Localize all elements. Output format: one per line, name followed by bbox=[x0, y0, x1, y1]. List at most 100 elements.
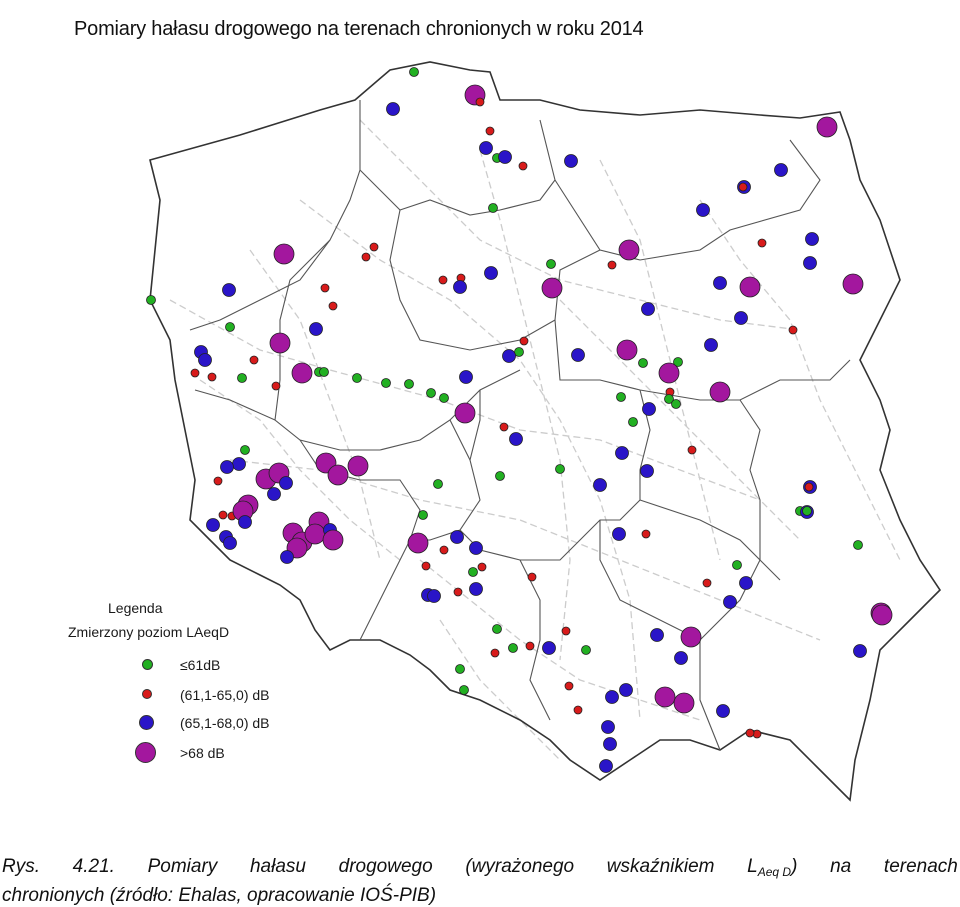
measurement-marker-61_65 bbox=[213, 476, 223, 486]
caption-line-1: Rys. 4.21. Pomiary hałasu drogowego (wyr… bbox=[2, 855, 958, 884]
measurement-marker-le61 bbox=[514, 347, 524, 357]
measurement-marker-gt68 bbox=[816, 116, 838, 138]
measurement-marker-65_68 bbox=[220, 460, 234, 474]
legend-item-61-65: (61,1-65,0) dB bbox=[68, 684, 308, 708]
country-border bbox=[149, 61, 942, 802]
measurement-marker-gt68 bbox=[273, 243, 295, 265]
measurement-marker-gt68 bbox=[454, 402, 476, 424]
measurement-marker-65_68 bbox=[267, 487, 281, 501]
measurement-marker-gt68 bbox=[658, 362, 680, 384]
legend-item-le61: ≤61dB bbox=[68, 654, 308, 678]
measurement-marker-65_68 bbox=[469, 582, 483, 596]
measurement-marker-61_65 bbox=[271, 381, 281, 391]
measurement-marker-gt68 bbox=[739, 276, 761, 298]
measurement-marker-le61 bbox=[508, 643, 518, 653]
red-dot-icon bbox=[142, 689, 152, 699]
measurement-marker-61_65 bbox=[207, 372, 217, 382]
caption-word: drogowego bbox=[338, 856, 433, 877]
measurement-marker-65_68 bbox=[571, 348, 585, 362]
measurement-marker-61_65 bbox=[527, 572, 537, 582]
measurement-marker-le61 bbox=[381, 378, 391, 388]
measurement-marker-65_68 bbox=[453, 280, 467, 294]
measurement-marker-61_65 bbox=[361, 252, 371, 262]
legend-label: ≤61dB bbox=[180, 657, 221, 673]
measurement-marker-65_68 bbox=[803, 256, 817, 270]
measurement-marker-65_68 bbox=[619, 683, 633, 697]
caption-symbol-l: L bbox=[747, 856, 758, 877]
measurement-marker-le61 bbox=[732, 560, 742, 570]
measurement-marker-65_68 bbox=[650, 628, 664, 642]
measurement-marker-61_65 bbox=[687, 445, 697, 455]
figure-caption: Rys. 4.21. Pomiary hałasu drogowego (wyr… bbox=[2, 855, 958, 907]
measurement-marker-61_65 bbox=[804, 482, 814, 492]
measurement-marker-le61 bbox=[802, 506, 812, 516]
measurement-marker-65_68 bbox=[615, 446, 629, 460]
measurement-marker-61_65 bbox=[564, 681, 574, 691]
map-title: Pomiary hałasu drogowego na terenach chr… bbox=[74, 18, 644, 40]
measurement-marker-61_65 bbox=[641, 529, 651, 539]
measurement-marker-65_68 bbox=[542, 641, 556, 655]
legend-title: Legenda bbox=[108, 600, 163, 616]
caption-word: na bbox=[830, 856, 852, 877]
measurement-marker-le61 bbox=[555, 464, 565, 474]
measurement-marker-61_65 bbox=[607, 260, 617, 270]
measurement-marker-le61 bbox=[404, 379, 414, 389]
measurement-marker-le61 bbox=[468, 567, 478, 577]
measurement-marker-gt68 bbox=[654, 686, 676, 708]
measurement-marker-le61 bbox=[409, 67, 419, 77]
caption-word: 4.21. bbox=[72, 856, 115, 877]
measurement-marker-le61 bbox=[418, 510, 428, 520]
measurement-marker-61_65 bbox=[475, 97, 485, 107]
measurement-marker-61_65 bbox=[438, 275, 448, 285]
measurement-marker-65_68 bbox=[641, 302, 655, 316]
measurement-marker-65_68 bbox=[723, 595, 737, 609]
measurement-marker-61_65 bbox=[439, 545, 449, 555]
measurement-marker-gt68 bbox=[291, 362, 313, 384]
measurement-marker-61_65 bbox=[702, 578, 712, 588]
measurement-marker-gt68 bbox=[541, 277, 563, 299]
measurement-marker-65_68 bbox=[427, 589, 441, 603]
measurement-marker-65_68 bbox=[386, 102, 400, 116]
legend-item-65-68: (65,1-68,0) dB bbox=[68, 712, 308, 736]
measurement-marker-gt68 bbox=[304, 523, 326, 545]
measurement-marker-65_68 bbox=[734, 311, 748, 325]
purple-dot-icon bbox=[135, 742, 156, 763]
measurement-marker-65_68 bbox=[502, 349, 516, 363]
measurement-marker-gt68 bbox=[347, 455, 369, 477]
measurement-marker-le61 bbox=[581, 645, 591, 655]
measurement-marker-65_68 bbox=[238, 515, 252, 529]
caption-word: (wyrażonego bbox=[465, 856, 575, 877]
legend-label: >68 dB bbox=[180, 745, 225, 761]
caption-symbol-sub: Aeq D bbox=[757, 865, 792, 879]
measurement-marker-65_68 bbox=[774, 163, 788, 177]
measurement-marker-gt68 bbox=[709, 381, 731, 403]
measurement-marker-le61 bbox=[426, 388, 436, 398]
measurement-marker-gt68 bbox=[407, 532, 429, 554]
measurement-marker-le61 bbox=[352, 373, 362, 383]
measurement-marker-le61 bbox=[240, 445, 250, 455]
measurement-marker-61_65 bbox=[788, 325, 798, 335]
measurement-marker-le61 bbox=[546, 259, 556, 269]
measurement-marker-61_65 bbox=[190, 368, 200, 378]
measurement-marker-61_65 bbox=[421, 561, 431, 571]
measurement-marker-gt68 bbox=[269, 332, 291, 354]
measurement-marker-65_68 bbox=[198, 353, 212, 367]
measurement-marker-le61 bbox=[237, 373, 247, 383]
green-dot-icon bbox=[142, 659, 153, 670]
caption-symbol-paren: ) bbox=[791, 856, 798, 877]
measurement-marker-65_68 bbox=[696, 203, 710, 217]
measurement-marker-65_68 bbox=[479, 141, 493, 155]
measurement-marker-61_65 bbox=[745, 728, 755, 738]
measurement-marker-65_68 bbox=[713, 276, 727, 290]
measurement-marker-le61 bbox=[439, 393, 449, 403]
measurement-marker-le61 bbox=[495, 471, 505, 481]
measurement-marker-65_68 bbox=[564, 154, 578, 168]
measurement-marker-65_68 bbox=[805, 232, 819, 246]
measurement-marker-61_65 bbox=[573, 705, 583, 715]
measurement-marker-61_65 bbox=[738, 182, 748, 192]
measurement-marker-le61 bbox=[225, 322, 235, 332]
measurement-marker-65_68 bbox=[642, 402, 656, 416]
measurement-marker-le61 bbox=[628, 417, 638, 427]
measurement-marker-le61 bbox=[616, 392, 626, 402]
measurement-marker-61_65 bbox=[320, 283, 330, 293]
